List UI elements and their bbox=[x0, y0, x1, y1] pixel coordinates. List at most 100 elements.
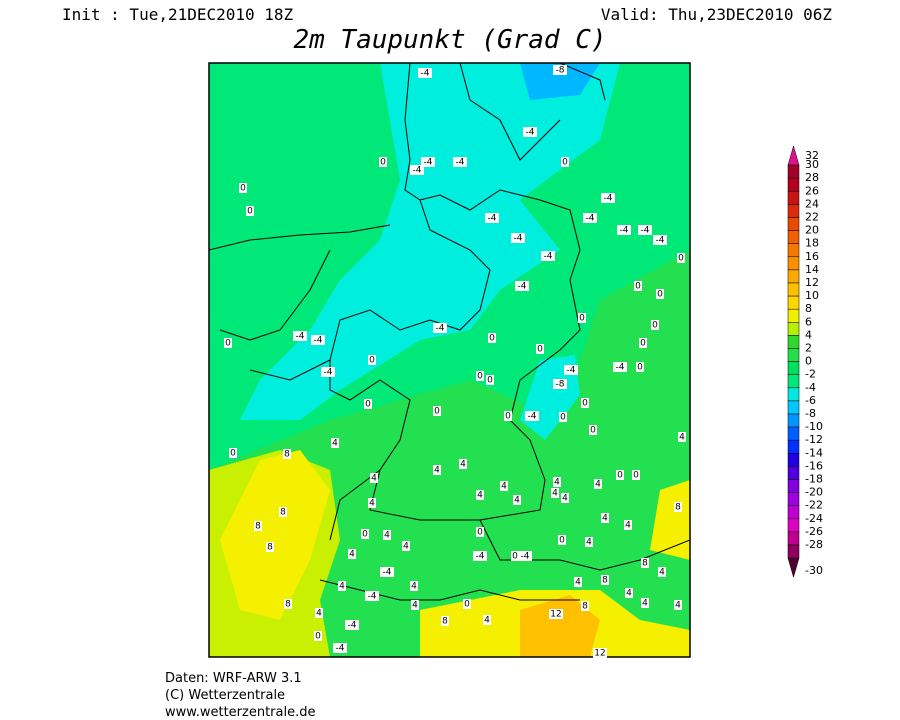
contour-label-box bbox=[321, 367, 335, 377]
contour-label: 4 bbox=[554, 478, 560, 488]
contour-label: 4 bbox=[625, 521, 631, 531]
contour-label: 4 bbox=[514, 496, 520, 506]
contour-label: 0 bbox=[537, 345, 543, 355]
contour-label: 0 bbox=[230, 449, 236, 459]
colorbar-swatch bbox=[787, 282, 800, 297]
contour-label: -4 bbox=[336, 644, 345, 654]
contour-label-box bbox=[333, 643, 347, 653]
contour-label: 0 bbox=[477, 528, 483, 538]
colorbar-swatch bbox=[787, 374, 800, 389]
colorbar-label: -14 bbox=[805, 446, 823, 459]
contour-label: 4 bbox=[371, 474, 377, 484]
colorbar-arrow bbox=[787, 145, 800, 166]
colorbar-swatch bbox=[787, 191, 800, 205]
contour-label-box bbox=[515, 281, 529, 291]
contour-label-box bbox=[293, 331, 307, 341]
contour-label: 0 bbox=[590, 426, 596, 436]
colorbar-swatch bbox=[787, 453, 800, 467]
contour-label-box bbox=[553, 65, 567, 75]
contour-label-box bbox=[476, 490, 484, 500]
colorbar-swatch bbox=[787, 295, 800, 310]
colorbar-swatch bbox=[787, 256, 800, 271]
contour-label-box bbox=[459, 459, 467, 469]
contour-label-box bbox=[589, 425, 597, 435]
contour-label-box bbox=[410, 165, 424, 175]
contour-label: 0 bbox=[369, 356, 375, 366]
contour-label-box bbox=[345, 620, 359, 630]
contour-label: 8 bbox=[442, 617, 448, 627]
contour-label-box bbox=[549, 609, 563, 619]
contour-label-box bbox=[553, 379, 567, 389]
contour-label: -4 bbox=[518, 282, 527, 292]
contour-label-box bbox=[483, 615, 491, 625]
contour-label-box bbox=[564, 365, 578, 375]
contour-label: 0 bbox=[635, 282, 641, 292]
colorbar-label: -6 bbox=[805, 394, 816, 407]
contour-label-box bbox=[433, 406, 441, 416]
colorbar-label: 26 bbox=[805, 184, 819, 197]
map-title: 2m Taupunkt (Grad C) bbox=[293, 25, 606, 55]
colorbar-label: 2 bbox=[805, 342, 812, 355]
colorbar-swatch bbox=[787, 492, 800, 506]
init-time: Init : Tue,21DEC2010 18Z bbox=[62, 5, 294, 24]
contour-label: 4 bbox=[586, 538, 592, 548]
contour-label-box bbox=[613, 362, 627, 372]
contour-label: 4 bbox=[602, 514, 608, 524]
border-line bbox=[329, 199, 581, 521]
contour-label-box bbox=[383, 530, 391, 540]
contour-label: -4 bbox=[544, 252, 553, 262]
contour-label-box bbox=[553, 477, 561, 487]
contour-label: 0 bbox=[505, 412, 511, 422]
contour-label: -4 bbox=[421, 69, 430, 79]
colorbar-swatch bbox=[787, 387, 800, 402]
contour-label: 0 bbox=[434, 407, 440, 417]
colorbar-swatch bbox=[787, 544, 800, 559]
colorbar-label: 24 bbox=[805, 197, 819, 210]
contour-label: 4 bbox=[626, 589, 632, 599]
contour-label-box bbox=[504, 411, 512, 421]
contour-label-box bbox=[561, 493, 569, 503]
contour-label-box bbox=[361, 529, 369, 539]
contour-label-box bbox=[674, 502, 682, 512]
colorbar-label: 12 bbox=[805, 276, 819, 289]
contour-label: -4 bbox=[383, 568, 392, 578]
contour-label: 0 bbox=[512, 552, 518, 562]
contour-label: -4 bbox=[656, 236, 665, 246]
contour-label: -4 bbox=[620, 226, 629, 236]
colorbar-label: 6 bbox=[805, 315, 812, 328]
contour-label-box bbox=[266, 542, 274, 552]
contour-label: -4 bbox=[324, 368, 333, 378]
contour-label: -4 bbox=[424, 158, 433, 168]
contour-label-box bbox=[473, 551, 487, 561]
colorbar-label: -12 bbox=[805, 433, 823, 446]
colorbar-label: -2 bbox=[805, 368, 816, 381]
colorbar-swatch bbox=[787, 308, 800, 323]
contour-label-box bbox=[418, 68, 432, 78]
contour-label: 0 bbox=[477, 372, 483, 382]
contour-label-box bbox=[558, 535, 566, 545]
contour-label: 4 bbox=[642, 599, 648, 609]
contour-label: -4 bbox=[616, 363, 625, 373]
contour-label-box bbox=[578, 313, 586, 323]
colorbar-swatch bbox=[787, 361, 800, 375]
contour-label-box bbox=[574, 577, 582, 587]
contour-label: -4 bbox=[641, 226, 650, 236]
colorbar-label: -10 bbox=[805, 420, 823, 433]
colorbar-swatch bbox=[787, 426, 800, 441]
contour-label: 4 bbox=[477, 491, 483, 501]
contour-label-box bbox=[348, 549, 356, 559]
contour-label-box bbox=[370, 473, 378, 483]
contour-label: 0 bbox=[678, 254, 684, 264]
contour-label-box bbox=[536, 344, 544, 354]
contour-label-box bbox=[583, 213, 597, 223]
contour-label-box bbox=[239, 183, 247, 193]
contour-label-box bbox=[463, 599, 471, 609]
contour-label-box bbox=[284, 599, 292, 609]
contour-label-box bbox=[636, 362, 644, 372]
contour-label: 8 bbox=[267, 543, 273, 553]
contour-label-box bbox=[500, 481, 508, 491]
contour-label-box bbox=[581, 601, 589, 611]
contour-label: 4 bbox=[339, 582, 345, 592]
contour-label: 0 bbox=[489, 334, 495, 344]
